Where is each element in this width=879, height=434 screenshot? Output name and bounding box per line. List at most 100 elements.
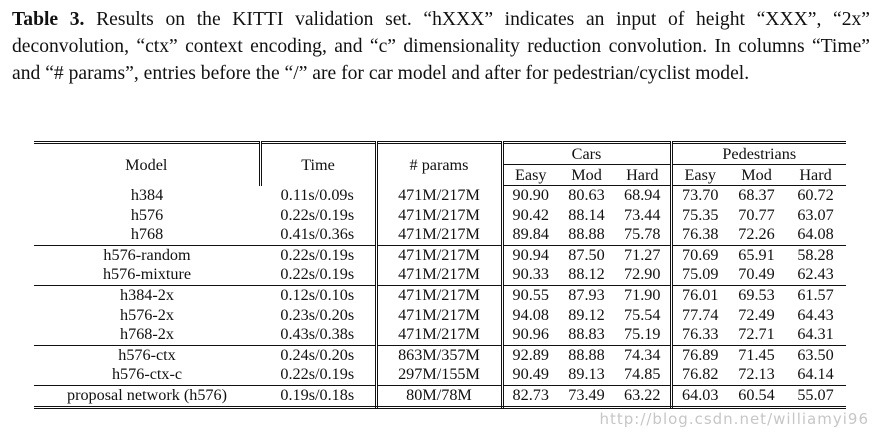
cell-time: 0.11s/0.09s: [260, 185, 378, 206]
header-ped-easy: Easy: [671, 164, 729, 186]
cell-time: 0.24s/0.20s: [260, 344, 378, 366]
table-row: h576-ctx 0.24s/0.20s 863M/357M 92.89 88.88 74…: [34, 344, 847, 366]
results-table: Model Time # params Cars Pedestrians Eas…: [34, 141, 847, 409]
header-cars-easy: Easy: [502, 164, 558, 186]
cell-time: 0.22s/0.19s: [260, 205, 378, 226]
table-row: h576-2x 0.23s/0.20s 471M/217M 94.08 89.12 75.…: [34, 305, 846, 326]
cell-model: proposal network (h576): [34, 384, 260, 409]
cell-ped-mod: 71.45: [728, 344, 786, 366]
results-table-wrapper: Model Time # params Cars Pedestrians Eas…: [34, 141, 847, 409]
cell-model: h768-2x: [120, 325, 174, 344]
cell-ped-easy: 64.03: [671, 384, 729, 409]
cell-params: 471M/217M: [376, 265, 504, 286]
cell-time: 0.22s/0.19s: [260, 365, 378, 386]
cell-cars-easy: 90.42: [512, 205, 549, 224]
table-row: proposal network (h576) 0.19s/0.18s 80M/78…: [34, 384, 847, 409]
table-body: h384 0.11s/0.09s 471M/217M 90.90 80.63 68.94 7…: [34, 185, 847, 409]
cell-ped-hard: 64.08: [797, 225, 834, 244]
cell-ped-mod: 70.49: [738, 265, 775, 284]
cell-params: 863M/357M: [376, 344, 504, 366]
cell-model: h384: [130, 185, 164, 204]
cell-cars-hard: 74.34: [615, 344, 673, 366]
table-row: h576-mixture 0.22s/0.19s 471M/217M 90.33 88.…: [34, 265, 846, 286]
table-row: h768 0.41s/0.36s 471M/217M 89.84 88.88 75.78 7…: [34, 225, 846, 246]
cell-params: 297M/155M: [376, 365, 504, 386]
cell-ped-mod: 65.91: [728, 244, 786, 266]
cell-ped-easy: 75.35: [682, 205, 719, 224]
cell-cars-mod: 89.13: [568, 365, 605, 384]
table-row: h576-ctx-c 0.22s/0.19s 297M/155M 90.49 89.13…: [34, 365, 846, 386]
table-caption: Table 3. Results on the KITTI validation…: [12, 6, 870, 87]
cell-params: 471M/217M: [376, 185, 504, 206]
table-row: h384 0.11s/0.09s 471M/217M 90.90 80.63 68.94 7…: [34, 185, 846, 206]
cell-ped-easy: 70.69: [671, 244, 729, 266]
cell-time: 0.43s/0.38s: [260, 325, 378, 346]
cell-cars-mod: 73.49: [558, 384, 615, 409]
cell-time: 0.22s/0.19s: [260, 265, 378, 286]
cell-cars-mod: 88.88: [568, 225, 605, 244]
cell-ped-mod: 72.49: [738, 305, 775, 324]
cell-cars-mod: 80.63: [568, 186, 605, 204]
cell-cars-easy: 89.84: [512, 225, 549, 244]
cell-ped-mod: 68.37: [738, 186, 775, 204]
cell-time: 0.41s/0.36s: [260, 225, 378, 246]
cell-ped-hard: 58.28: [785, 244, 847, 266]
cell-ped-easy: 75.09: [682, 265, 719, 284]
cell-ped-hard: 64.14: [797, 365, 834, 384]
cell-ped-hard: 61.57: [785, 284, 847, 306]
cell-ped-hard: 64.43: [797, 305, 834, 324]
header-ped-mod: Mod: [728, 164, 786, 186]
cell-cars-easy: 94.08: [512, 305, 549, 324]
cell-cars-easy: 90.49: [512, 365, 549, 384]
cell-ped-easy: 76.33: [682, 325, 719, 344]
cell-cars-hard: 71.90: [615, 284, 673, 306]
cell-cars-hard: 71.27: [615, 244, 673, 266]
cell-model: h576-ctx-c: [111, 365, 183, 384]
cell-time: 0.22s/0.19s: [260, 244, 378, 266]
header-cars-mod: Mod: [558, 164, 615, 186]
cell-time: 0.12s/0.10s: [260, 284, 378, 306]
cell-cars-hard: 72.90: [615, 265, 673, 286]
cell-cars-mod: 87.50: [558, 244, 615, 266]
cell-cars-easy: 90.90: [512, 186, 549, 204]
cell-params: 80M/78M: [376, 384, 504, 409]
cell-ped-hard: 63.07: [797, 205, 834, 224]
caption-label: Table 3.: [12, 9, 85, 30]
cell-params: 471M/217M: [376, 205, 504, 226]
cell-ped-mod: 60.54: [728, 384, 786, 409]
cell-model: h576-mixture: [102, 265, 192, 284]
cell-cars-hard: 74.85: [615, 365, 673, 386]
cell-ped-easy: 77.74: [682, 305, 719, 324]
header-cars: Cars: [502, 142, 673, 165]
cell-ped-mod: 72.26: [738, 225, 775, 244]
cell-time: 0.19s/0.18s: [260, 384, 378, 409]
cell-params: 471M/217M: [376, 325, 504, 346]
cell-cars-mod: 89.12: [568, 305, 605, 324]
header-cars-hard: Hard: [615, 164, 673, 186]
caption-text: Results on the KITTI validation set. “hX…: [12, 9, 870, 84]
cell-cars-easy: 90.55: [502, 284, 558, 306]
cell-cars-hard: 68.94: [615, 185, 673, 206]
header-model: Model: [34, 142, 262, 186]
cell-ped-easy: 73.70: [682, 186, 719, 204]
cell-cars-easy: 92.89: [502, 344, 558, 366]
cell-cars-hard: 75.54: [615, 305, 673, 326]
cell-cars-mod: 88.12: [568, 265, 605, 284]
cell-ped-mod: 70.77: [738, 205, 775, 224]
cell-model: h576-ctx: [34, 344, 260, 366]
cell-model: h576-random: [34, 244, 260, 266]
cell-params: 471M/217M: [376, 284, 504, 306]
cell-model: h576: [130, 205, 164, 224]
cell-cars-hard: 75.78: [615, 225, 673, 246]
header-time: Time: [260, 142, 378, 186]
cell-cars-easy: 90.96: [512, 325, 549, 344]
cell-ped-mod: 72.13: [738, 365, 775, 384]
cell-model: h768: [130, 225, 164, 244]
cell-ped-easy: 76.01: [671, 284, 729, 306]
cell-params: 471M/217M: [376, 305, 504, 326]
table-row: h576 0.22s/0.19s 471M/217M 90.42 88.14 73.44 7…: [34, 205, 846, 226]
cell-ped-easy: 76.38: [682, 225, 719, 244]
cell-ped-easy: 76.82: [682, 365, 719, 384]
cell-ped-hard: 64.31: [797, 325, 834, 344]
cell-ped-mod: 69.53: [728, 284, 786, 306]
